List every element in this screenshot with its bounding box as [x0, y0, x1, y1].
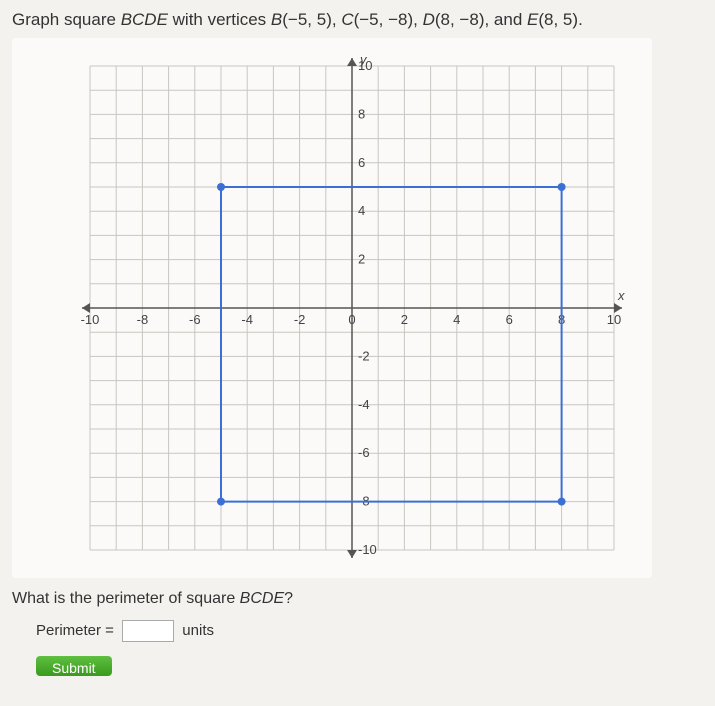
svg-text:0: 0	[348, 312, 355, 327]
text: Graph square	[12, 10, 121, 29]
svg-text:2: 2	[401, 312, 408, 327]
grid-chart: xy-10-8-6-4-20246810-10-8-6-4-2246810	[72, 48, 632, 568]
svg-text:6: 6	[506, 312, 513, 327]
svg-text:10: 10	[607, 312, 621, 327]
svg-text:-6: -6	[189, 312, 201, 327]
vertex-label: D	[423, 10, 435, 29]
answer-row: Perimeter = units	[12, 620, 703, 642]
text: What is the perimeter of square	[12, 590, 240, 607]
svg-text:-2: -2	[294, 312, 306, 327]
text: ?	[284, 590, 293, 607]
vertex-label: C	[341, 10, 353, 29]
svg-text:2: 2	[358, 252, 365, 267]
svg-text:4: 4	[358, 203, 365, 218]
vertex-coords: (−5, −8)	[354, 10, 414, 29]
svg-text:-4: -4	[241, 312, 253, 327]
svg-text:-4: -4	[358, 397, 370, 412]
svg-text:4: 4	[453, 312, 460, 327]
svg-text:8: 8	[358, 106, 365, 121]
vertex-coords: (8, −8)	[435, 10, 485, 29]
svg-text:x: x	[617, 288, 625, 303]
vertex-label: B	[271, 10, 282, 29]
vertex-coords: (8, 5)	[538, 10, 578, 29]
coordinate-plane: xy-10-8-6-4-20246810-10-8-6-4-2246810	[12, 38, 652, 578]
vertex-label: E	[527, 10, 538, 29]
svg-text:-6: -6	[358, 445, 370, 460]
svg-text:6: 6	[358, 155, 365, 170]
svg-text:-2: -2	[358, 348, 370, 363]
perimeter-input[interactable]	[122, 620, 174, 642]
svg-text:-8: -8	[137, 312, 149, 327]
shape-name: BCDE	[240, 590, 284, 607]
shape-name: BCDE	[121, 10, 168, 29]
vertex-coords: (−5, 5)	[282, 10, 332, 29]
question-text: What is the perimeter of square BCDE?	[12, 590, 703, 608]
problem-statement: Graph square BCDE with vertices B(−5, 5)…	[12, 10, 703, 30]
svg-text:-10: -10	[358, 542, 377, 557]
text: with vertices	[168, 10, 271, 29]
svg-text:10: 10	[358, 58, 372, 73]
answer-label: Perimeter =	[36, 622, 114, 639]
submit-button[interactable]: Submit	[36, 656, 112, 676]
svg-text:-10: -10	[81, 312, 100, 327]
answer-units: units	[182, 622, 214, 639]
